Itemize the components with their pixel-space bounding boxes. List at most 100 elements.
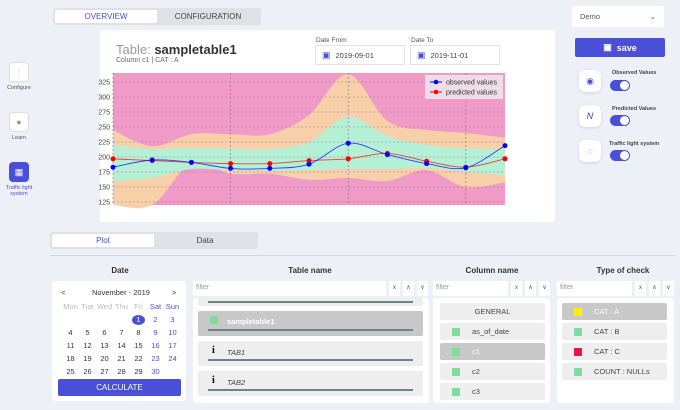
calendar-day[interactable]: 30 [151,367,160,376]
column-item-general[interactable]: GENERAL [440,303,545,320]
calendar-day[interactable]: 22 [134,354,143,363]
y-tick-label: 150 [98,185,110,192]
list-item[interactable] [198,298,423,306]
calendar-day[interactable]: 20 [100,354,109,363]
column-item[interactable]: c3 [440,383,545,400]
status-square [574,307,582,316]
calendar-day[interactable]: 12 [83,341,92,350]
sidebar-item-traffic-light[interactable]: ▦ Traffic light system [0,162,38,197]
calendar-day[interactable]: 11 [66,341,75,350]
column-item[interactable]: c1 [440,343,545,360]
table-item-tab2[interactable]: i TAB2 [198,371,423,396]
title-prefix: Table: [116,42,151,57]
column-item[interactable]: c2 [440,363,545,380]
calculate-button[interactable]: CALCULATE [58,379,181,396]
calendar-day[interactable]: 15 [134,341,143,350]
calendar-day[interactable]: 17 [168,341,177,350]
sidebar-label: Configure [7,85,31,91]
sort-desc-button[interactable]: ∨ [539,281,550,296]
calendar-day[interactable]: 29 [134,367,143,376]
observed-values-toggle[interactable] [610,80,630,91]
calendar-day[interactable]: 16 [151,341,160,350]
calendar-day[interactable]: 9 [153,328,158,337]
table-item-tab1[interactable]: i TAB1 [198,341,423,366]
sort-desc-button[interactable]: ∨ [663,281,674,296]
check-item[interactable]: CAT : A [562,303,667,320]
sidebar-item-configure[interactable]: ⫶ Configure [0,62,38,91]
item-label: CAT : B [594,327,620,336]
calendar-day[interactable]: 1 [132,315,145,325]
calendar-day[interactable]: 19 [83,354,92,363]
calendar-day[interactable]: 2 [153,315,158,324]
save-label: save [616,42,637,53]
status-square [452,327,460,336]
item-label: c1 [472,347,480,356]
calendar-day[interactable]: 7 [119,328,124,337]
clear-button[interactable]: x [511,281,522,296]
tab-plot[interactable]: Plot [52,234,154,247]
empty-cell [79,315,96,325]
predicted-icon: 𝑁 [579,105,601,127]
calendar-day[interactable]: 28 [117,367,126,376]
calendar-day[interactable]: 18 [66,354,75,363]
data-point [502,156,508,162]
floppy-icon: ▣ [603,42,612,52]
calendar-day[interactable]: 6 [102,328,107,337]
date-from-input[interactable]: ▣ 2019-09-01 [315,45,405,65]
calendar-day[interactable]: 25 [66,367,75,376]
observed-icon: ◉ [579,70,601,92]
sort-asc-button[interactable]: ∧ [403,281,414,296]
calendar-day[interactable]: 26 [83,367,92,376]
calendar-day[interactable]: 5 [85,328,90,337]
clear-button[interactable]: x [635,281,646,296]
toggle-label: Predicted Values [612,106,657,112]
check-filter-input[interactable]: filter [557,281,632,296]
tab-data[interactable]: Data [196,236,214,245]
y-tick-label: 125 [98,200,110,207]
legend [425,75,503,99]
calendar-day[interactable]: 14 [117,341,126,350]
tab-configuration[interactable]: CONFIGURATION [174,12,242,21]
tab-overview[interactable]: OVERVIEW [55,10,157,23]
dataset-dropdown[interactable]: Demo ⌄ [572,6,664,27]
sidebar-label: Traffic light system [5,185,33,197]
sort-asc-button[interactable]: ∧ [649,281,660,296]
sort-asc-button[interactable]: ∧ [525,281,536,296]
check-item[interactable]: COUNT : NULLs [562,363,667,380]
column-item[interactable]: as_of_date [440,323,545,340]
date-to-input[interactable]: ▣ 2019-11-01 [410,45,500,65]
table-filter-input[interactable]: filter [193,281,386,296]
bottom-tabs: Plot Data [50,232,258,249]
title-table: sampletable1 [154,42,237,57]
prev-month-button[interactable]: < [61,288,66,297]
predicted-values-toggle[interactable] [610,115,630,126]
calendar-day[interactable]: 4 [68,328,73,337]
y-tick-label: 200 [98,155,110,162]
calendar-day[interactable]: 27 [100,367,109,376]
calendar-day[interactable]: 13 [100,341,109,350]
check-item[interactable]: CAT : C [562,343,667,360]
data-point [267,165,273,171]
calendar-day[interactable]: 21 [117,354,126,363]
status-square [452,367,460,376]
calendar-day[interactable]: 3 [170,315,175,324]
item-label: as_of_date [472,327,510,336]
toggle-label: Observed Values [612,70,657,76]
chart: 125 150 175 200 225 250 275 300 325 observed valu… [98,73,508,209]
calendar-day[interactable]: 10 [168,328,177,337]
legend-marker [433,79,439,85]
save-button[interactable]: ▣ save [575,38,665,57]
sidebar-item-learn[interactable]: ● Learn [0,112,38,141]
table-item-sampletable1[interactable]: sampletable1 [198,311,423,336]
sort-desc-button[interactable]: ∨ [417,281,428,296]
column-filter-input[interactable]: filter [433,281,508,296]
empty-cell [62,315,79,325]
check-item[interactable]: CAT : B [562,323,667,340]
traffic-light-toggle[interactable] [610,150,630,161]
calendar-day[interactable]: 23 [151,354,160,363]
calendar-day[interactable]: 8 [136,328,141,337]
calendar-day[interactable]: 24 [168,354,177,363]
next-month-button[interactable]: > [172,288,177,297]
clear-button[interactable]: x [389,281,400,296]
item-label: TAB1 [227,348,246,357]
